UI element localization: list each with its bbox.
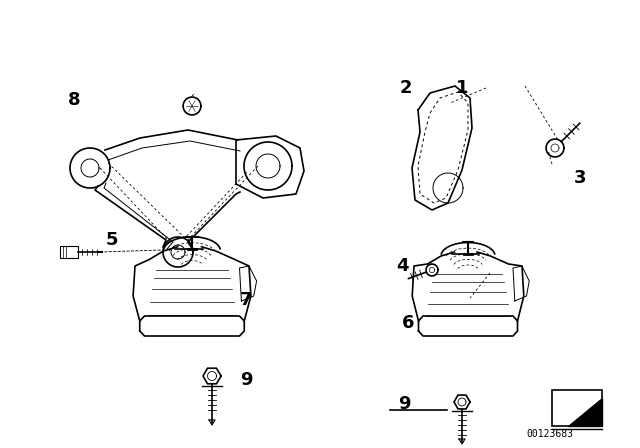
Text: 6: 6 [402, 314, 414, 332]
Text: 00123683: 00123683 [527, 429, 573, 439]
Text: 4: 4 [396, 257, 408, 275]
Text: 3: 3 [573, 169, 586, 187]
Polygon shape [568, 398, 602, 426]
Text: 2: 2 [400, 79, 412, 97]
Text: 7: 7 [240, 291, 252, 309]
Text: 9: 9 [397, 395, 410, 413]
Text: 9: 9 [240, 371, 252, 389]
Bar [552, 390, 602, 426]
Text: 8: 8 [68, 91, 80, 109]
Bar [60, 246, 78, 258]
Text: 1: 1 [456, 79, 468, 97]
Text: 5: 5 [106, 231, 118, 249]
